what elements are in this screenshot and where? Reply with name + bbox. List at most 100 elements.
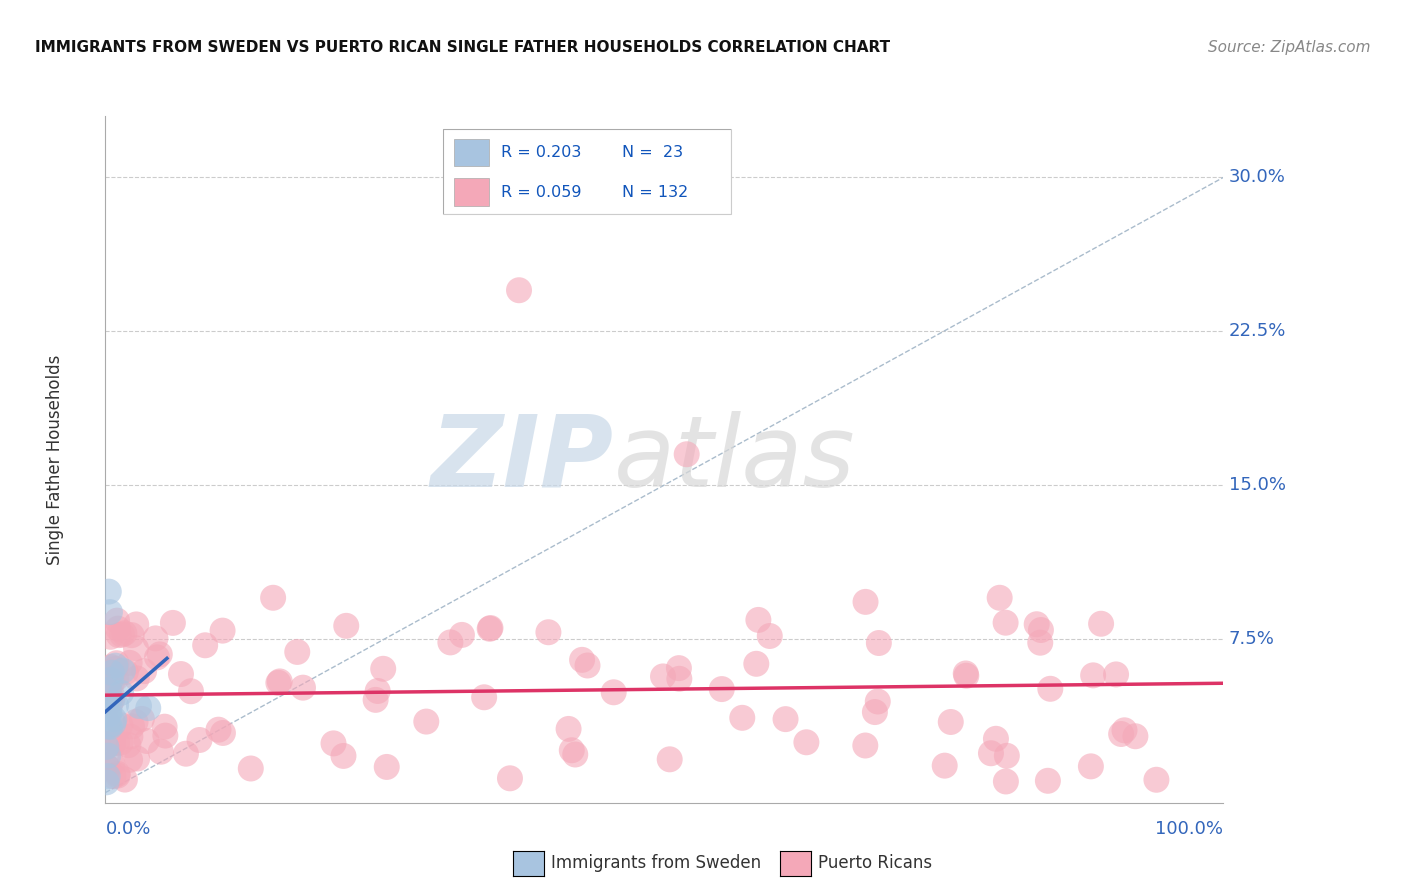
Point: [478, 622, 501, 636]
FancyBboxPatch shape: [443, 129, 731, 214]
Point: [1029, 623, 1052, 637]
Point: [571, 653, 593, 667]
Point: [146, 650, 169, 665]
Text: atlas: atlas: [614, 411, 856, 508]
Point: [131, 712, 153, 726]
Point: [994, 615, 1017, 630]
Point: [658, 752, 681, 766]
Text: Source: ZipAtlas.com: Source: ZipAtlas.com: [1208, 40, 1371, 55]
Point: [136, 701, 159, 715]
Point: [269, 674, 291, 689]
Point: [155, 729, 177, 743]
Point: [994, 774, 1017, 789]
Point: [149, 648, 172, 662]
Point: [110, 718, 132, 732]
Point: [1125, 729, 1147, 743]
Point: [668, 672, 690, 686]
Point: [96, 672, 118, 686]
Point: [415, 714, 437, 729]
Text: 22.5%: 22.5%: [1229, 322, 1286, 340]
Point: [285, 645, 308, 659]
Point: [101, 736, 124, 750]
Point: [868, 636, 890, 650]
Text: Puerto Ricans: Puerto Ricans: [818, 855, 932, 872]
Point: [101, 736, 124, 750]
Point: [796, 735, 818, 749]
Point: [212, 726, 235, 740]
Point: [101, 675, 124, 690]
Point: [97, 682, 120, 697]
Point: [96, 715, 118, 730]
Point: [110, 686, 132, 700]
Point: [747, 613, 769, 627]
Point: [124, 714, 146, 729]
Point: [96, 705, 118, 719]
Point: [110, 736, 132, 750]
Point: [267, 676, 290, 690]
Point: [561, 743, 583, 757]
Bar: [454, 178, 489, 206]
Point: [731, 711, 754, 725]
Point: [100, 695, 122, 709]
Text: Single Father Households: Single Father Households: [46, 354, 65, 565]
Point: [934, 758, 956, 772]
Point: [97, 719, 120, 733]
Point: [132, 664, 155, 678]
Point: [162, 615, 184, 630]
Point: [135, 734, 157, 748]
Point: [107, 622, 129, 636]
Point: [120, 753, 142, 767]
Point: [96, 739, 118, 754]
Point: [988, 591, 1011, 605]
Point: [101, 693, 124, 707]
Point: [375, 760, 398, 774]
Point: [188, 733, 211, 747]
Point: [211, 624, 233, 638]
Point: [335, 619, 357, 633]
Text: 15.0%: 15.0%: [1229, 476, 1286, 494]
Point: [104, 662, 127, 676]
Point: [668, 661, 690, 675]
Point: [120, 730, 142, 744]
Point: [1080, 759, 1102, 773]
Point: [98, 605, 121, 619]
Point: [97, 678, 120, 692]
Point: [1039, 681, 1062, 696]
Point: [96, 775, 118, 789]
Point: [1144, 772, 1167, 787]
Text: 7.5%: 7.5%: [1229, 630, 1275, 648]
Point: [373, 662, 395, 676]
Point: [955, 669, 977, 683]
Text: Immigrants from Sweden: Immigrants from Sweden: [551, 855, 761, 872]
Point: [105, 657, 128, 671]
Point: [262, 591, 284, 605]
Point: [97, 689, 120, 703]
Point: [97, 748, 120, 763]
Point: [291, 681, 314, 695]
Point: [855, 595, 877, 609]
Point: [576, 658, 599, 673]
Point: [115, 665, 138, 679]
Point: [111, 627, 134, 641]
Point: [508, 283, 530, 297]
Point: [100, 687, 122, 701]
Point: [97, 707, 120, 722]
Point: [775, 712, 797, 726]
Point: [114, 772, 136, 787]
Point: [332, 748, 354, 763]
Point: [101, 756, 124, 771]
Point: [112, 626, 135, 640]
Point: [118, 656, 141, 670]
Point: [602, 685, 624, 699]
Text: IMMIGRANTS FROM SWEDEN VS PUERTO RICAN SINGLE FATHER HOUSEHOLDS CORRELATION CHAR: IMMIGRANTS FROM SWEDEN VS PUERTO RICAN S…: [35, 40, 890, 55]
Point: [100, 630, 122, 644]
Point: [1036, 773, 1059, 788]
Point: [107, 767, 129, 781]
Point: [1090, 616, 1112, 631]
Bar: [454, 138, 489, 166]
Point: [96, 760, 118, 774]
Point: [128, 698, 150, 713]
Point: [939, 714, 962, 729]
Point: [499, 772, 522, 786]
Text: N =  23: N = 23: [621, 145, 683, 160]
